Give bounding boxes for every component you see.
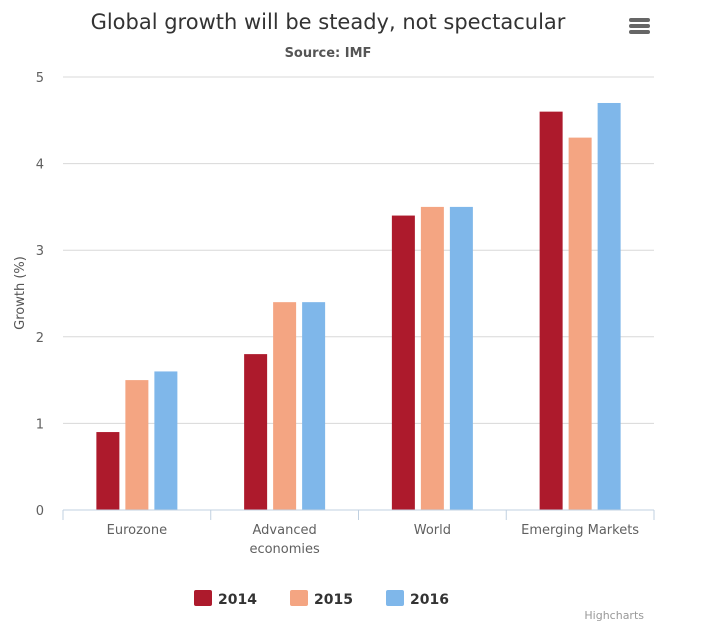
legend-label: 2015 bbox=[314, 592, 353, 608]
legend-swatch bbox=[386, 590, 404, 606]
legend-label: 2014 bbox=[218, 592, 257, 608]
chart-subtitle: Source: IMF bbox=[285, 46, 372, 61]
hamburger-menu-icon[interactable] bbox=[624, 12, 654, 40]
x-tick-label: Eurozone bbox=[107, 523, 167, 538]
bar-2015-2[interactable] bbox=[420, 206, 444, 510]
bar-2015-1[interactable] bbox=[273, 302, 297, 510]
x-tick-label: World bbox=[414, 523, 451, 538]
bar-2014-1[interactable] bbox=[244, 354, 268, 510]
bar-2014-2[interactable] bbox=[391, 215, 415, 510]
bar-2015-0[interactable] bbox=[125, 380, 149, 510]
bar-2016-2[interactable] bbox=[449, 206, 473, 510]
y-tick-label: 0 bbox=[36, 504, 44, 519]
credits-label[interactable]: Highcharts bbox=[584, 609, 644, 622]
legend-item-2016[interactable]: 2016 bbox=[386, 590, 449, 608]
legend-swatch bbox=[194, 590, 212, 606]
legend: 2014 2015 2016 bbox=[194, 590, 449, 608]
y-axis-ticks: 0 1 2 3 4 5 bbox=[36, 71, 44, 519]
y-tick-label: 4 bbox=[36, 158, 44, 173]
bar-2014-0[interactable] bbox=[96, 432, 120, 510]
legend-item-2015[interactable]: 2015 bbox=[290, 590, 353, 608]
bar-2016-3[interactable] bbox=[597, 102, 621, 510]
gridlines bbox=[63, 76, 654, 424]
y-axis-title: Growth (%) bbox=[13, 256, 28, 330]
bar-2014-3[interactable] bbox=[539, 111, 563, 510]
x-tick-label: Advanced economies bbox=[249, 523, 320, 557]
bars bbox=[96, 102, 621, 510]
x-axis: Eurozone Advanced economies World Emerging M… bbox=[62, 509, 655, 557]
legend-item-2014[interactable]: 2014 bbox=[194, 590, 257, 608]
legend-label: 2016 bbox=[410, 592, 449, 608]
chart-title: Global growth will be steady, not specta… bbox=[91, 10, 566, 34]
y-tick-label: 1 bbox=[36, 417, 44, 432]
bar-2016-1[interactable] bbox=[302, 302, 326, 510]
x-tick-label: Emerging Markets bbox=[521, 523, 639, 538]
y-tick-label: 5 bbox=[36, 71, 44, 86]
y-tick-label: 3 bbox=[36, 244, 44, 259]
y-tick-label: 2 bbox=[36, 331, 44, 346]
bar-2015-3[interactable] bbox=[568, 137, 592, 510]
legend-swatch bbox=[290, 590, 308, 606]
bar-2016-0[interactable] bbox=[154, 371, 178, 510]
